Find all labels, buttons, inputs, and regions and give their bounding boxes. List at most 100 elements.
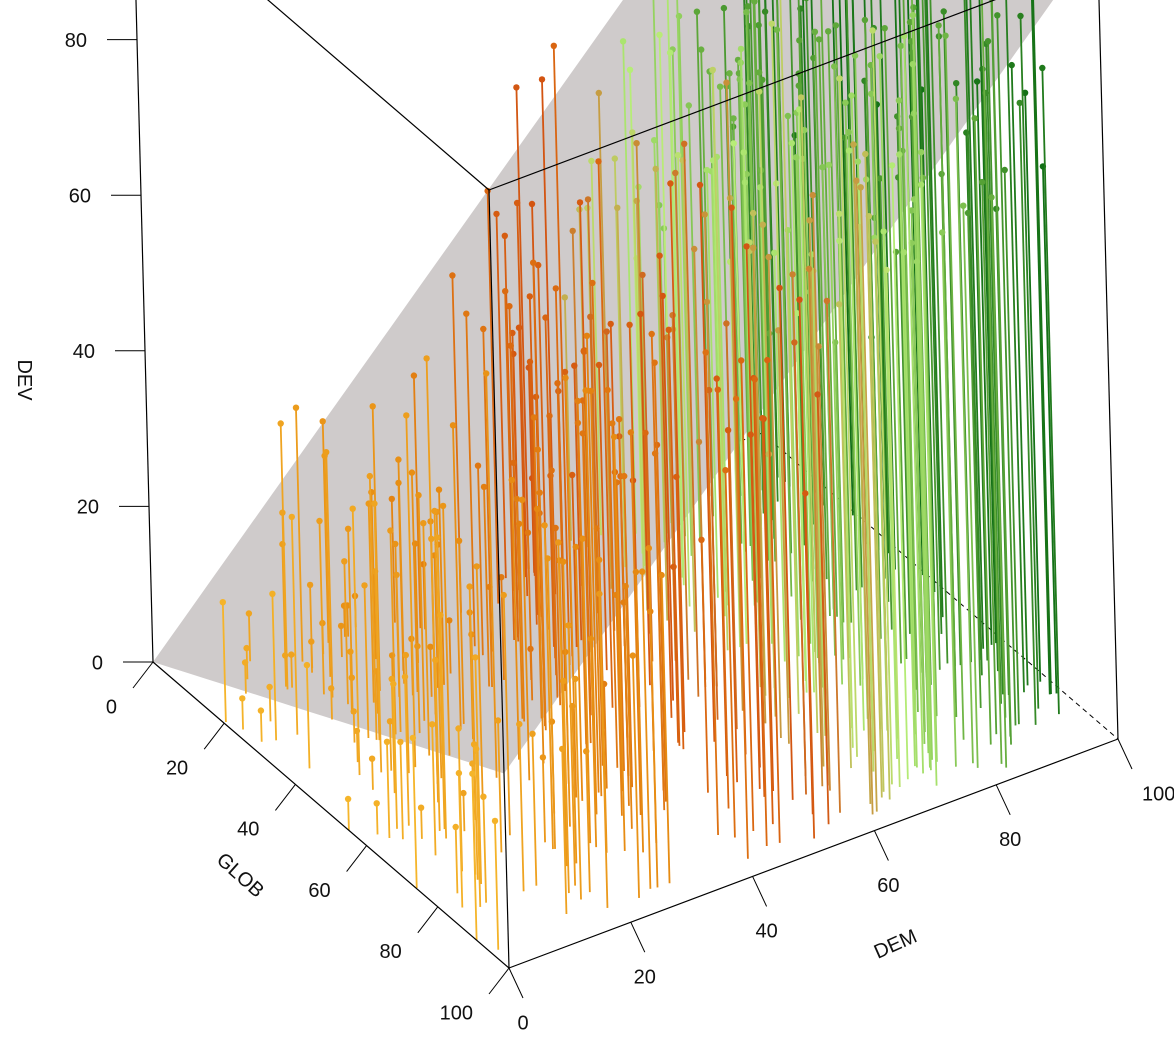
data-point — [245, 610, 253, 617]
drop-line — [976, 81, 993, 645]
drop-line — [838, 78, 858, 757]
drop-line — [737, 59, 752, 547]
z-tick-label: 20 — [77, 497, 99, 519]
data-point — [306, 581, 314, 589]
data-point — [587, 635, 594, 642]
data-point — [789, 271, 796, 278]
data-point — [825, 28, 832, 35]
data-point — [942, 32, 949, 39]
data-point — [1021, 89, 1029, 97]
data-point — [876, 53, 883, 60]
data-point — [429, 721, 436, 728]
data-point — [508, 476, 515, 484]
data-point — [764, 356, 771, 364]
drop-line — [631, 655, 640, 898]
drop-line — [920, 89, 936, 593]
data-point — [579, 397, 586, 404]
data-point — [984, 38, 992, 45]
data-point — [979, 65, 986, 73]
drop-line — [653, 362, 667, 802]
drop-line — [654, 168, 669, 621]
drop-line — [883, 28, 902, 664]
z-axis-title: DEV — [13, 359, 35, 401]
drop-line — [439, 615, 448, 839]
data-point — [651, 137, 658, 144]
data-point — [806, 217, 813, 224]
drop-line — [852, 144, 872, 804]
drop-line — [921, 0, 941, 670]
data-point — [751, 376, 758, 383]
data-point — [960, 202, 967, 209]
drop-line — [871, 30, 893, 785]
data-point — [561, 294, 568, 301]
box-edge — [1098, 0, 1119, 740]
data-point — [835, 210, 843, 217]
drop-line — [1003, 169, 1020, 725]
data-point — [656, 252, 663, 259]
data-point — [323, 449, 330, 456]
drop-line — [271, 593, 278, 741]
data-point — [673, 473, 680, 481]
data-point — [918, 149, 925, 156]
drop-line — [1010, 65, 1029, 686]
data-point — [544, 555, 551, 562]
drop-line — [563, 297, 572, 541]
regression-plane — [153, 0, 1054, 774]
drop-line — [793, 342, 807, 795]
data-point — [743, 243, 750, 250]
data-point — [494, 717, 502, 724]
data-point — [397, 738, 404, 746]
data-point — [851, 52, 859, 59]
data-point — [308, 638, 315, 645]
box-edge — [267, 0, 490, 191]
data-point — [670, 563, 677, 570]
data-point — [576, 199, 584, 206]
data-point — [746, 79, 753, 87]
drop-line — [606, 389, 619, 768]
drop-line — [991, 0, 1012, 745]
drop-line — [562, 561, 571, 827]
data-point — [814, 391, 821, 398]
drop-line — [898, 154, 916, 767]
drop-line — [518, 523, 526, 722]
drop-line — [965, 0, 985, 649]
drop-line — [641, 571, 652, 889]
drop-line — [967, 212, 982, 708]
data-point — [288, 651, 295, 658]
data-point — [633, 140, 640, 147]
data-point — [919, 174, 926, 181]
data-point — [766, 330, 773, 337]
drop-line — [538, 492, 547, 731]
data-point — [414, 643, 421, 650]
data-point — [518, 496, 526, 503]
data-point — [480, 793, 487, 800]
data-point — [978, 178, 986, 186]
z-tick-label: 80 — [65, 30, 87, 52]
y-tick-label: 0 — [106, 696, 117, 718]
data-point — [971, 115, 978, 122]
drop-line — [349, 651, 353, 714]
drop-line — [576, 401, 589, 772]
data-point — [815, 36, 823, 43]
drop-line — [711, 69, 729, 651]
drop-line — [844, 137, 858, 591]
data-point — [802, 490, 809, 497]
drop-line — [838, 304, 852, 769]
data-point — [832, 22, 840, 29]
data-point — [446, 617, 453, 624]
drop-line — [669, 52, 685, 586]
data-point — [303, 661, 311, 669]
drop-line — [436, 537, 446, 830]
data-point — [431, 507, 438, 515]
data-point — [850, 141, 857, 148]
drop-line — [855, 180, 874, 815]
data-point — [548, 467, 555, 474]
data-point — [241, 659, 249, 666]
data-point — [652, 165, 659, 173]
drop-line — [1041, 68, 1060, 715]
drop-line — [399, 741, 404, 840]
drop-line — [284, 655, 287, 687]
drop-line — [544, 317, 555, 647]
data-point — [344, 795, 352, 803]
